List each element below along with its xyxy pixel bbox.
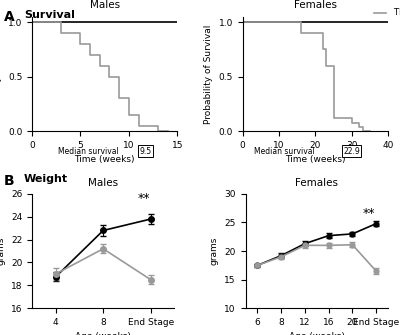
Text: Survival: Survival [24,10,75,20]
Text: Median survival: Median survival [58,147,119,156]
Text: Median survival: Median survival [254,147,315,156]
Text: **: ** [363,207,375,220]
Y-axis label: grams: grams [210,237,219,265]
Text: **: ** [137,192,150,205]
Text: 9.5: 9.5 [139,147,152,156]
Title: Males: Males [90,0,120,10]
Text: Weight: Weight [24,174,68,184]
X-axis label: Time (weeks): Time (weeks) [74,155,135,164]
Text: B: B [4,174,15,188]
Title: Females: Females [294,0,337,10]
Y-axis label: Probability of Survival: Probability of Survival [0,24,2,124]
Text: A: A [4,10,15,24]
Title: Females: Females [295,178,338,188]
Y-axis label: Probability of Survival: Probability of Survival [204,24,213,124]
X-axis label: Age (weeks): Age (weeks) [289,332,345,335]
Title: Males: Males [88,178,118,188]
Text: 22.9: 22.9 [343,147,360,156]
X-axis label: Age (weeks): Age (weeks) [75,332,131,335]
X-axis label: Time (weeks): Time (weeks) [285,155,346,164]
Y-axis label: grams: grams [0,237,5,265]
Legend: WT, TDP43$^{\mathregular{A315T}}$: WT, TDP43$^{\mathregular{A315T}}$ [370,0,400,21]
